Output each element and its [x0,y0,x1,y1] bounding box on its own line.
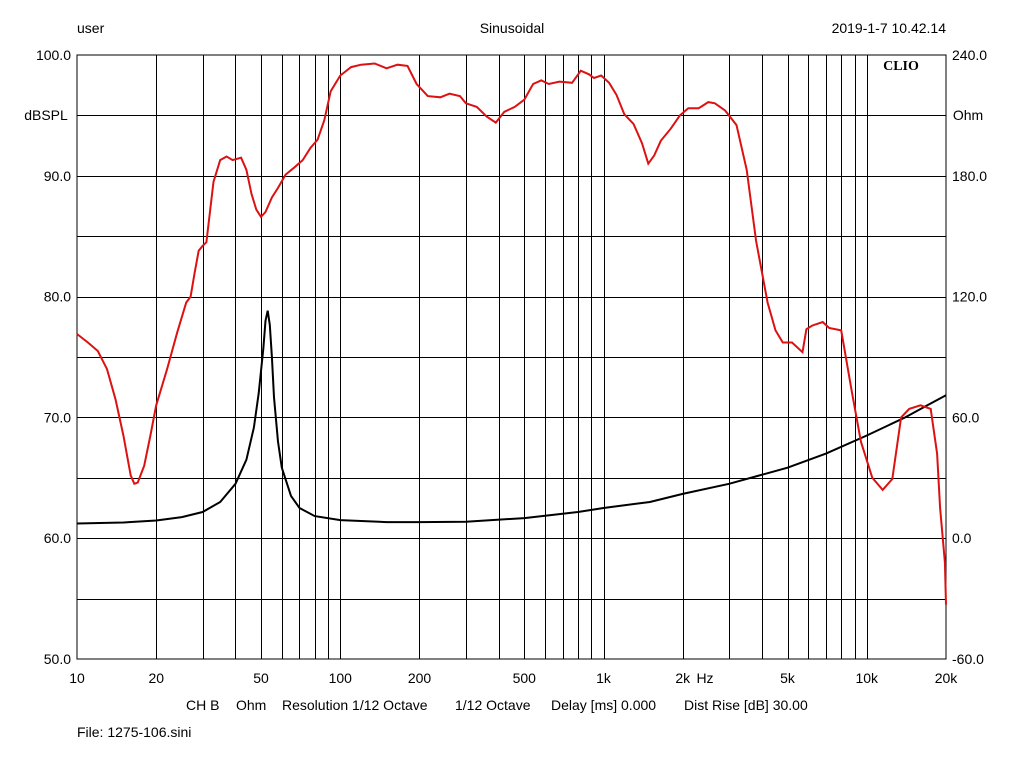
x-tick-label: 10 [69,670,85,686]
header-datetime: 2019-1-7 10.42.14 [832,20,947,36]
y-tick-label-right: 180.0 [952,168,987,184]
right-axis-label: Ohm [953,107,983,123]
y-tick-label-left: 50.0 [44,651,71,667]
y-tick-label-left: 80.0 [44,289,71,305]
impedance-curve [76,310,947,525]
y-tick-label-left: 70.0 [44,409,71,425]
y-tick-label-left: 100.0 [36,47,71,63]
footer-file: File: 1275-106.sini [77,724,191,740]
clio-logo: CLIO [883,59,919,74]
x-tick-label: 5k [780,670,796,686]
x-tick-label: 50 [253,670,269,686]
left-axis-label: dBSPL [24,107,68,123]
footer-delay: Delay [ms] 0.000 [551,697,656,713]
x-unit-label: Hz [696,670,713,686]
x-tick-label: 2k [675,670,691,686]
y-tick-label-left: 60.0 [44,530,71,546]
y-tick-label-right: 240.0 [952,47,987,63]
y-tick-label-right: 0.0 [952,530,972,546]
spl-series [76,62,947,605]
header-user: user [77,20,105,36]
footer-resolution: Resolution 1/12 Octave [282,697,428,713]
x-tick-label: 20k [935,670,959,686]
y-tick-label-left: 90.0 [44,168,71,184]
grid [76,54,947,660]
tick-labels: 10 20 50 100 200 500 1k 2k 5k 10k 20k 100.0 90.0 80.0… [36,47,987,686]
y-tick-label-right: 120.0 [952,289,987,305]
footer-unit: Ohm [236,697,266,713]
x-tick-label: 10k [855,670,879,686]
y-tick-label-right: -60.0 [952,651,984,667]
x-tick-label: 200 [408,670,432,686]
x-tick-label: 500 [513,670,537,686]
x-tick-label: 20 [148,670,164,686]
impedance-series [76,310,947,525]
x-tick-label: 100 [329,670,353,686]
footer-channel: CH B [186,697,219,713]
header-mode: Sinusoidal [480,20,545,36]
spl-curve [76,62,947,605]
y-tick-label-right: 60.0 [952,409,979,425]
x-tick-label: 1k [596,670,612,686]
footer-dist-rise: Dist Rise [dB] 30.00 [684,697,808,713]
footer-octave: 1/12 Octave [455,697,531,713]
